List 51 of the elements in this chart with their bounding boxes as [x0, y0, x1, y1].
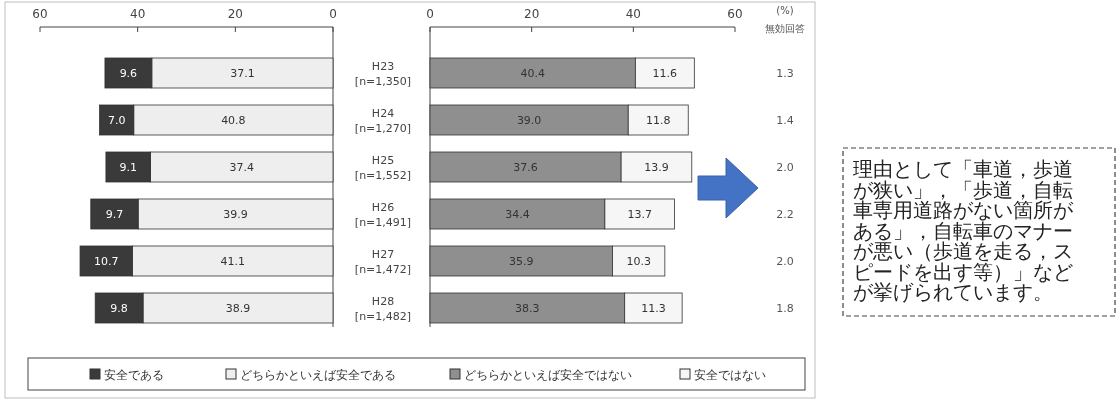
data-label: 10.3 — [626, 255, 651, 268]
data-label: 7.0 — [107, 114, 126, 127]
data-label: 9.6 — [119, 67, 138, 80]
y-tick-label: H24 [n=1,270] — [354, 107, 412, 135]
text: 1.4 — [776, 114, 794, 127]
x-tick-label: 0 — [329, 7, 337, 21]
data-label: 11.8 — [645, 114, 671, 127]
data-label: 37.1 — [230, 67, 255, 80]
x-tick-label: 20 — [227, 7, 243, 21]
text: 2.0 — [776, 161, 794, 174]
legend-label: 安全ではない — [694, 367, 766, 382]
data-label: 9.7 — [105, 208, 124, 221]
legend-label: 安全である — [104, 367, 164, 382]
x-tick-label: 60 — [727, 7, 743, 21]
legend-label: どちらかといえば安全ではない — [464, 367, 632, 382]
text: 2.0 — [776, 255, 794, 268]
text: 1.3 — [776, 67, 794, 80]
data-label: 11.6 — [652, 67, 678, 80]
text: 理由として「車道，歩道が狭い」，「歩道，自転車専用道路がない箇所がある」，自転車のマナーが悪い（歩道を走る，スピードを出す等）」などが挙げられています。 — [853, 157, 1074, 304]
data-label: 38.9 — [225, 302, 251, 315]
data-label: 37.4 — [229, 161, 254, 174]
x-tick-label: 40 — [625, 7, 641, 21]
data-label: 40.8 — [221, 114, 246, 127]
data-label: 9.8 — [110, 302, 128, 315]
data-label: 40.4 — [520, 67, 545, 80]
data-label: 13.9 — [644, 161, 669, 174]
data-label: 34.4 — [505, 208, 530, 221]
x-tick-label: 60 — [32, 7, 48, 21]
data-label: 37.6 — [513, 161, 538, 174]
data-label: 11.3 — [641, 302, 666, 315]
text: 1.8 — [776, 302, 794, 315]
y-tick-label: H26 [n=1,491] — [354, 201, 412, 229]
data-label: 35.9 — [509, 255, 534, 268]
y-tick-label: H23 [n=1,350] — [354, 60, 412, 88]
y-tick-label: H28 [n=1,482] — [354, 295, 412, 323]
x-tick-label: 20 — [524, 7, 540, 21]
x-tick-label: 40 — [130, 7, 146, 21]
data-label: 9.1 — [119, 161, 137, 174]
text: 無効回答 — [765, 23, 805, 34]
legend-label: どちらかといえば安全である — [240, 367, 396, 382]
y-tick-label: H27 [n=1,472] — [354, 248, 412, 276]
data-label: 38.3 — [515, 302, 540, 315]
text: 2.2 — [776, 208, 794, 221]
data-label: 39.0 — [516, 114, 542, 127]
x-tick-label: 0 — [426, 7, 434, 21]
data-label: 41.1 — [220, 255, 245, 268]
text: (%) — [776, 5, 794, 16]
y-tick-label: H25 [n=1,552] — [354, 154, 412, 182]
data-label: 10.7 — [93, 255, 119, 268]
data-label: 13.7 — [627, 208, 652, 221]
data-label: 39.9 — [223, 208, 248, 221]
